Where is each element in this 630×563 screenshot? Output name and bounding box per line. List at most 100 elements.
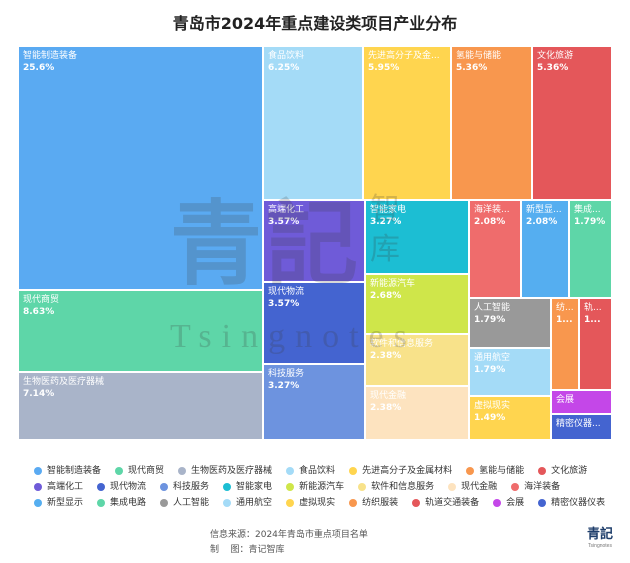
legend-swatch — [178, 467, 187, 475]
legend-label: 新型显示 — [47, 498, 84, 508]
legend-item[interactable]: 精密仪器仪表 — [538, 496, 605, 510]
legend-label: 现代商贸 — [128, 466, 165, 476]
cell-value: 5.36% — [456, 63, 488, 73]
treemap-cell: 虚拟现实 1.49% — [469, 396, 551, 440]
legend-swatch — [349, 467, 358, 475]
cell-label: 现代商贸 — [23, 295, 60, 305]
legend-item[interactable]: 新能源汽车 — [286, 480, 344, 494]
legend-swatch — [97, 499, 106, 507]
legend-item[interactable]: 智能制造装备 — [34, 464, 101, 478]
treemap-cell: 通用航空 1.79% — [469, 348, 551, 396]
treemap-cell: 纺... 1... — [551, 298, 579, 390]
brand-logo: 青記 Tsingnotes — [583, 527, 617, 553]
logo-text: Tsingnotes — [588, 543, 612, 549]
legend-label: 轨道交通装备 — [425, 498, 480, 508]
legend-label: 生物医药及医疗器械 — [191, 466, 273, 476]
legend-item[interactable]: 现代金融 — [448, 480, 497, 494]
legend-swatch — [358, 483, 367, 491]
legend-item[interactable]: 现代商贸 — [115, 464, 164, 478]
legend-label: 虚拟现实 — [299, 498, 336, 508]
legend-swatch — [34, 483, 42, 491]
legend-item[interactable]: 人工智能 — [160, 496, 209, 510]
cell-label: 会展 — [556, 395, 575, 405]
legend-label: 新能源汽车 — [299, 482, 345, 492]
footer: 信息来源：2024年青岛市重点项目名单 制 图：青记智库 — [210, 528, 368, 558]
cell-label: 科技服务 — [268, 369, 305, 379]
legend-label: 科技服务 — [173, 482, 210, 492]
legend-item[interactable]: 软件和信息服务 — [358, 480, 434, 494]
legend-item[interactable]: 氢能与储能 — [466, 464, 524, 478]
cell-label: 纺... — [556, 303, 574, 313]
legend-label: 精密仪器仪表 — [551, 498, 606, 508]
cell-value: 8.63% — [23, 307, 55, 317]
legend-label: 现代金融 — [461, 482, 498, 492]
legend-item[interactable]: 集成电路 — [97, 496, 146, 510]
legend-label: 食品饮料 — [299, 466, 336, 476]
cell-label: 食品饮料 — [268, 51, 305, 61]
legend: 智能制造装备 现代商贸 生物医药及医疗器械 食品饮料 先进高分子及金属材料 氢能与储能 文化… — [34, 464, 614, 510]
legend-item[interactable]: 虚拟现实 — [286, 496, 335, 510]
cell-label: 氢能与储能 — [456, 51, 502, 61]
legend-item[interactable]: 现代物流 — [97, 480, 146, 494]
legend-swatch — [286, 467, 295, 475]
cell-label: 生物医药及医疗器械 — [23, 377, 105, 387]
cell-label: 文化旅游 — [537, 51, 574, 61]
legend-swatch — [412, 499, 421, 507]
legend-label: 现代物流 — [110, 482, 147, 492]
treemap-cell: 软件和信息服务 2.38% — [365, 334, 469, 386]
cell-label: 智能制造装备 — [23, 51, 78, 61]
legend-item[interactable]: 先进高分子及金属材料 — [349, 464, 452, 478]
legend-swatch — [448, 483, 457, 491]
legend-swatch — [97, 483, 106, 491]
legend-label: 软件和信息服务 — [371, 482, 435, 492]
legend-swatch — [466, 467, 475, 475]
treemap-cell: 集成... 1.79% — [569, 200, 612, 298]
cell-value: 1.79% — [474, 315, 506, 325]
cell-value: 2.68% — [370, 291, 402, 301]
legend-item[interactable]: 智能家电 — [223, 480, 272, 494]
legend-item[interactable]: 高端化工 — [34, 480, 83, 494]
legend-item[interactable]: 海洋装备 — [511, 480, 560, 494]
cell-label: 人工智能 — [474, 303, 511, 313]
legend-item[interactable]: 文化旅游 — [538, 464, 587, 478]
legend-swatch — [286, 499, 295, 507]
legend-item[interactable]: 科技服务 — [160, 480, 209, 494]
cell-label: 集成... — [574, 205, 601, 215]
legend-swatch — [115, 467, 124, 475]
treemap-cell: 氢能与储能 5.36% — [451, 46, 532, 200]
legend-item[interactable]: 通用航空 — [223, 496, 272, 510]
legend-item[interactable]: 纺织服装 — [349, 496, 398, 510]
cell-value: 3.27% — [370, 217, 402, 227]
cell-value: 2.38% — [370, 351, 402, 361]
legend-item[interactable]: 新型显示 — [34, 496, 83, 510]
legend-label: 氢能与储能 — [479, 466, 525, 476]
treemap-cell: 生物医药及医疗器械 7.14% — [18, 372, 263, 440]
legend-swatch — [538, 499, 547, 507]
legend-label: 智能家电 — [236, 482, 273, 492]
legend-item[interactable]: 会展 — [493, 496, 524, 510]
cell-value: 2.38% — [370, 403, 402, 413]
treemap-cell: 海洋装... 2.08% — [469, 200, 521, 298]
legend-swatch — [349, 499, 358, 507]
legend-item[interactable]: 食品饮料 — [286, 464, 335, 478]
cell-value: 5.36% — [537, 63, 569, 73]
cell-value: 2.08% — [474, 217, 506, 227]
cell-label: 智能家电 — [370, 205, 407, 215]
legend-swatch — [223, 483, 232, 491]
treemap-cell: 新型显... 2.08% — [521, 200, 569, 298]
treemap-cell: 文化旅游 5.36% — [532, 46, 612, 200]
legend-swatch — [286, 483, 295, 491]
cell-label: 先进高分子及金... — [368, 51, 440, 61]
treemap-cell: 先进高分子及金... 5.95% — [363, 46, 451, 200]
chart-title: 青岛市2024年重点建设类项目产业分布 — [172, 14, 458, 33]
cell-value: 1.79% — [574, 217, 606, 227]
legend-swatch — [160, 483, 169, 491]
legend-item[interactable]: 轨道交通装备 — [412, 496, 479, 510]
legend-item[interactable]: 生物医药及医疗器械 — [178, 464, 272, 478]
treemap: 智能制造装备 25.6% 现代商贸 8.63% 生物医药及医疗器械 7.14% 食品饮料 6.… — [18, 46, 612, 440]
logo-mark: 青記 — [586, 527, 613, 542]
legend-label: 通用航空 — [236, 498, 273, 508]
treemap-cell: 现代商贸 8.63% — [18, 290, 263, 372]
treemap-cell: 食品饮料 6.25% — [263, 46, 363, 200]
legend-label: 会展 — [506, 498, 525, 508]
